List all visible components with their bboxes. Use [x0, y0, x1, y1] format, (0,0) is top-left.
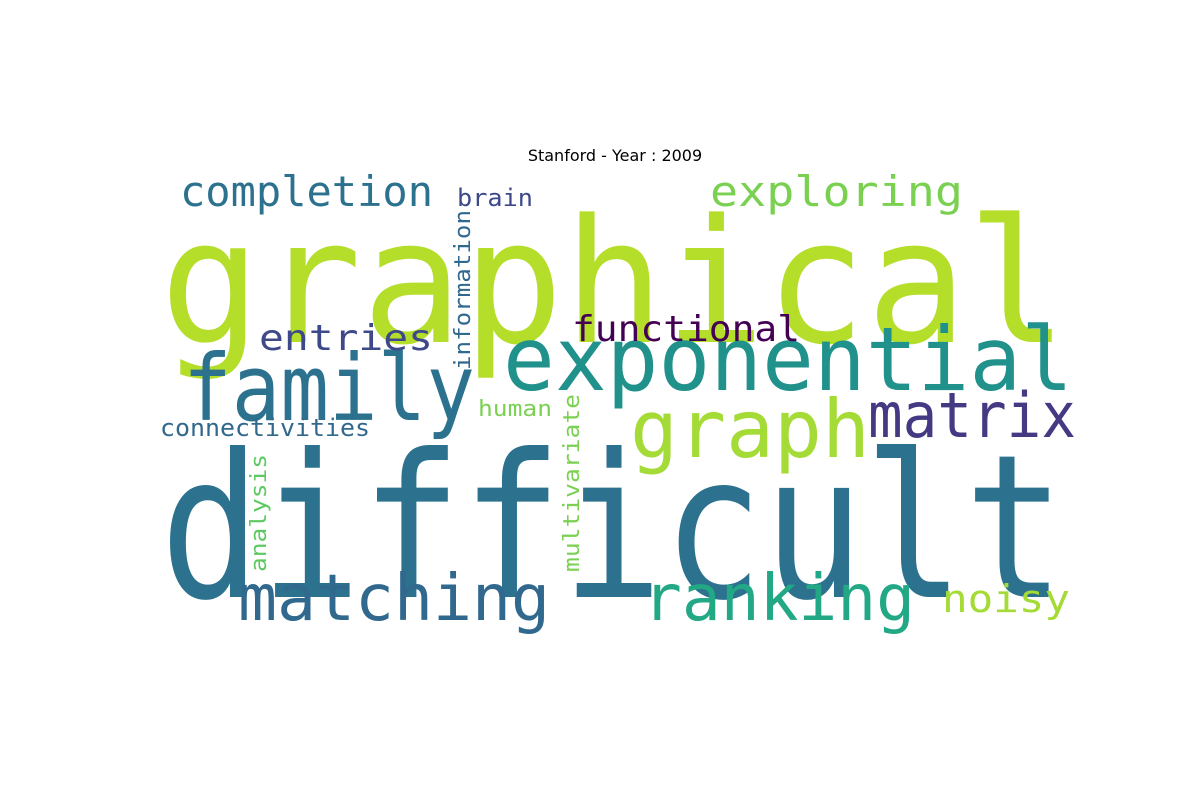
word-human: human — [478, 397, 552, 422]
word-completion: completion — [180, 167, 433, 216]
word-brain: brain — [457, 184, 533, 212]
word-noisy: noisy — [942, 577, 1070, 621]
word-multivariate: multivariate — [560, 394, 585, 572]
word-family: family — [183, 335, 475, 442]
word-functional: functional — [572, 309, 800, 350]
word-entries: entries — [259, 318, 433, 359]
word-information: information — [451, 210, 476, 370]
word-ranking: ranking — [643, 562, 915, 636]
word-matching: matching — [238, 562, 550, 636]
word-difficult: difficult — [160, 412, 1065, 645]
word-graphical: graphical — [160, 182, 1068, 383]
word-exponential: exponential — [503, 308, 1073, 411]
word-connectivities: connectivities — [160, 414, 370, 442]
word-matrix: matrix — [868, 379, 1076, 452]
word-graph: graph — [630, 383, 870, 476]
word-analysis: analysis — [247, 454, 272, 572]
word-exploring: exploring — [710, 167, 963, 216]
figure-title: Stanford - Year : 2009 — [527, 146, 703, 165]
